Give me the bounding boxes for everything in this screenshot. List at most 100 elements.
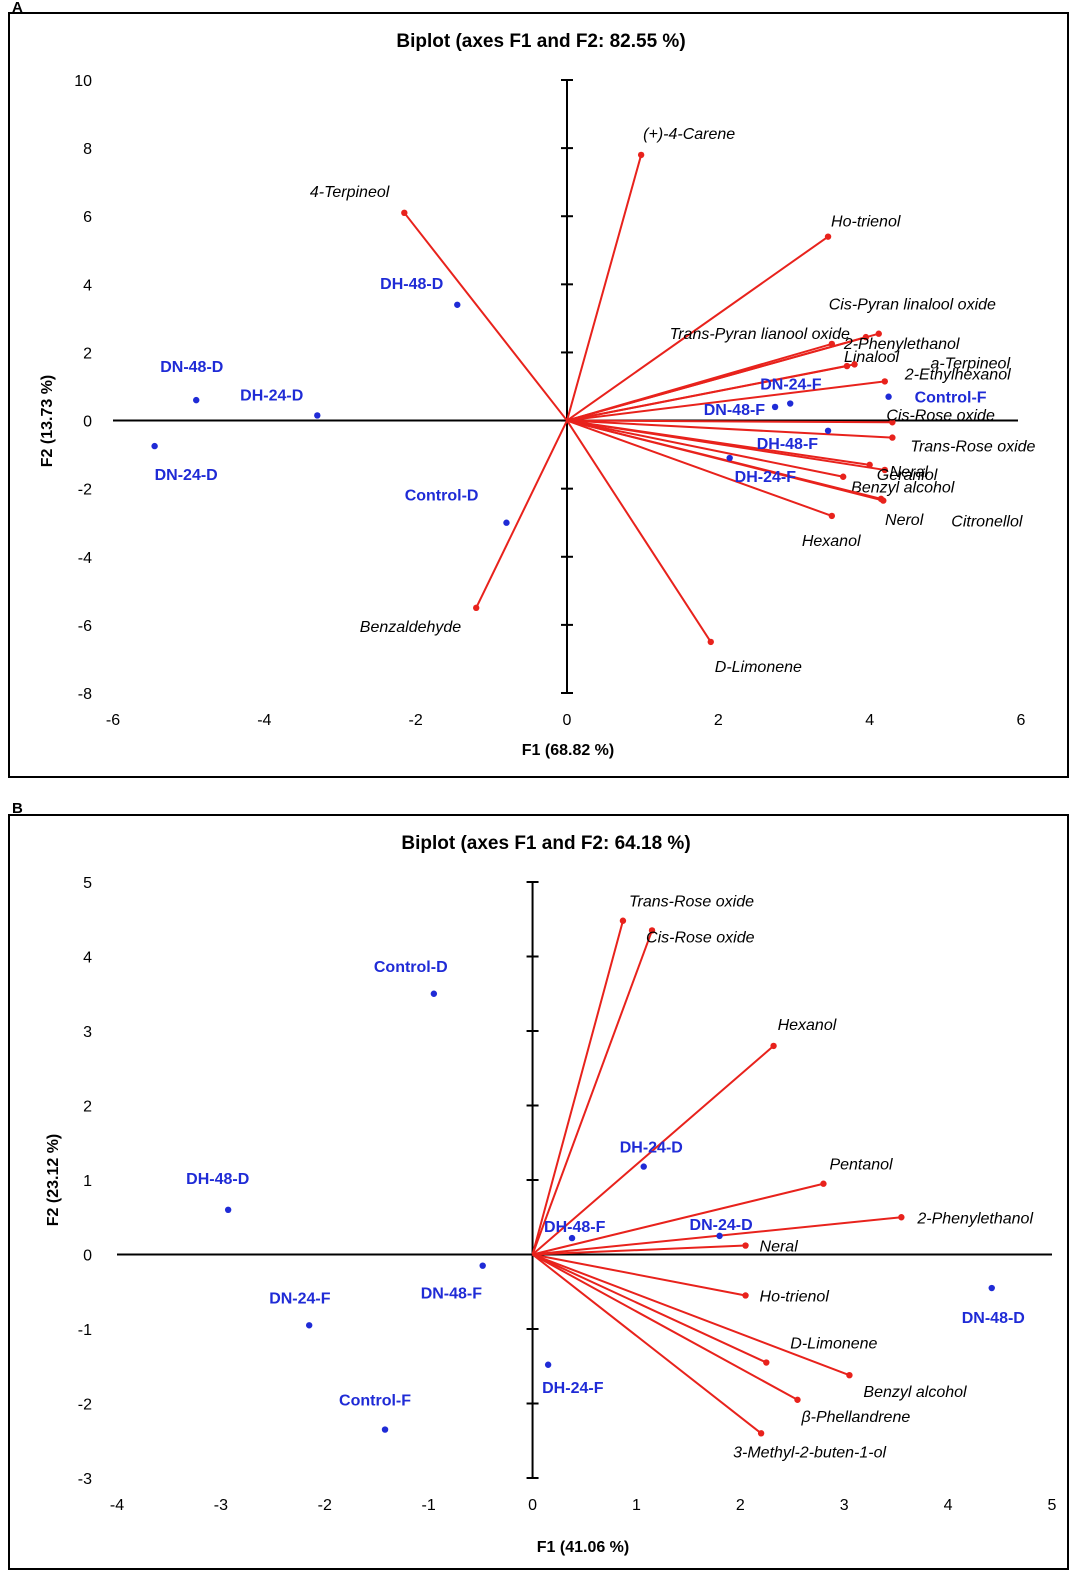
observation-point (193, 397, 199, 403)
variable-label: D-Limonene (790, 1336, 877, 1353)
observation-point (306, 1322, 312, 1328)
y-tick-label: 2 (83, 345, 92, 362)
variable-label: Trans-Pyran lianool oxide (670, 326, 850, 343)
variable-vector (533, 921, 623, 1255)
variable-label: Trans-Rose oxide (629, 894, 754, 911)
variable-point (742, 1242, 748, 1248)
observation-point (479, 1262, 485, 1268)
variable-label: 2-Ethylhexanol (904, 366, 1011, 383)
biplot-b: Biplot (axes F1 and F2: 64.18 %) F1 (41.… (45, 833, 1057, 1556)
x-tick-label: 3 (840, 1497, 849, 1514)
variable-point (846, 1372, 852, 1378)
x-tick-label: 2 (736, 1497, 745, 1514)
variable-point (820, 1181, 826, 1187)
variable-vector (533, 1255, 746, 1296)
variable-label: Cis-Pyran linalool oxide (829, 297, 996, 314)
variable-label: Benzyl alcohol (863, 1384, 967, 1401)
y-tick-label: -8 (78, 686, 92, 703)
x-tick-label: -2 (409, 712, 423, 729)
variable-label: β-Phellandrene (800, 1409, 910, 1426)
variable-label: 3-Methyl-2-buten-1-ol (733, 1444, 886, 1461)
x-tick-label: -1 (422, 1497, 436, 1514)
variable-label: Hexanol (802, 533, 861, 550)
variable-point (473, 605, 479, 611)
y-tick-label: 1 (83, 1173, 92, 1190)
variable-label: Cis-Rose oxide (886, 407, 995, 424)
x-tick-label: 6 (1017, 712, 1026, 729)
variable-point (829, 513, 835, 519)
observation-point (382, 1426, 388, 1432)
variable-vector (567, 421, 711, 642)
variable-point (758, 1430, 764, 1436)
y-tick-label: -1 (78, 1322, 92, 1339)
variable-label: D-Limonene (715, 659, 802, 676)
observation-label: DN-24-D (690, 1217, 753, 1234)
variable-point (794, 1397, 800, 1403)
y-axis-label-a: F2 (13.73 %) (39, 375, 56, 467)
y-tick-label: 3 (83, 1024, 92, 1041)
x-tick-label: -4 (257, 712, 271, 729)
observation-label: DN-48-F (421, 1286, 483, 1303)
observation-point (787, 400, 793, 406)
observation-label: Control-D (374, 959, 448, 976)
observation-point (225, 1207, 231, 1213)
x-tick-label: 0 (528, 1497, 537, 1514)
variable-label: Citronellol (951, 514, 1023, 531)
observation-point (314, 412, 320, 418)
x-axis-label-b: F1 (41.06 %) (537, 1539, 629, 1556)
observation-label: DN-48-F (704, 402, 766, 419)
observation-label: DH-48-D (186, 1171, 249, 1188)
variable-point (880, 497, 886, 503)
x-tick-label: -6 (106, 712, 120, 729)
variable-label: Ho-trienol (831, 214, 901, 231)
observation-point (503, 520, 509, 526)
variable-point (825, 233, 831, 239)
y-tick-label: 5 (83, 875, 92, 892)
x-tick-label: 2 (714, 712, 723, 729)
variable-label: Neral (760, 1239, 799, 1256)
variable-point (840, 474, 846, 480)
observation-point (989, 1285, 995, 1291)
variable-point (889, 434, 895, 440)
variable-label: Trans-Rose oxide (910, 439, 1035, 456)
observation-label: Control-D (405, 488, 479, 505)
variable-label: Benzyl alcohol (851, 480, 955, 497)
x-tick-label: -3 (214, 1497, 228, 1514)
observation-label: DH-24-F (735, 469, 797, 486)
variable-vector (533, 1255, 850, 1376)
x-tick-label: 4 (944, 1497, 953, 1514)
y-tick-label: -2 (78, 482, 92, 499)
variable-label: Pentanol (829, 1157, 893, 1174)
observation-label: DN-24-F (269, 1290, 331, 1307)
variable-point (401, 210, 407, 216)
variable-label: Hexanol (778, 1017, 837, 1034)
y-tick-label: -6 (78, 618, 92, 635)
biplot-a: Biplot (axes F1 and F2: 82.55 %) F1 (68.… (39, 31, 1036, 759)
y-tick-label: -2 (78, 1397, 92, 1414)
variable-label: Benzaldehyde (360, 619, 462, 636)
observation-point (772, 404, 778, 410)
y-tick-label: 10 (74, 73, 92, 90)
observation-label: DH-48-F (544, 1219, 606, 1236)
variable-vector (533, 1255, 798, 1400)
observation-label: Control-F (915, 390, 987, 407)
x-tick-label: 0 (563, 712, 572, 729)
variable-label: Ho-trienol (760, 1288, 830, 1305)
y-tick-label: -3 (78, 1471, 92, 1488)
variable-point (898, 1214, 904, 1220)
observation-point (726, 455, 732, 461)
observation-label: DN-48-D (962, 1310, 1025, 1327)
variable-label: 2-Phenylethanol (916, 1210, 1033, 1227)
observation-point (151, 443, 157, 449)
observation-label: DN-48-D (160, 359, 223, 376)
observation-label: DN-24-D (155, 467, 218, 484)
variable-label: 4-Terpineol (310, 184, 390, 201)
observation-point (885, 394, 891, 400)
variable-vector (476, 421, 567, 608)
variable-point (882, 378, 888, 384)
variable-point (770, 1043, 776, 1049)
x-tick-label: -4 (110, 1497, 124, 1514)
observation-label: Control-F (339, 1393, 411, 1410)
observation-label: DH-48-D (380, 276, 443, 293)
